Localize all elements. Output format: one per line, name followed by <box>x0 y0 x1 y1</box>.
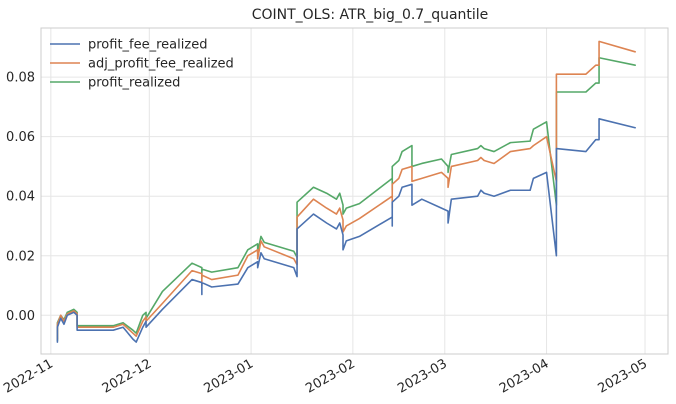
x-axis-ticks: 2022-11 2022-12 2023-01 2023-02 2023-03 2023-… <box>1 356 650 396</box>
x-tick-label: 2023-04 <box>497 356 552 396</box>
x-tick-label: 2023-02 <box>303 356 358 396</box>
x-tick-label: 2022-11 <box>1 356 56 396</box>
x-tick-label: 2022-12 <box>100 356 155 396</box>
y-tick-label: 0.04 <box>6 190 35 205</box>
x-tick-label: 2023-05 <box>595 356 650 396</box>
plot-area-frame <box>40 27 669 355</box>
series-line-adj-profit-fee-realized <box>56 40 636 340</box>
x-tick-label: 2023-03 <box>395 356 450 396</box>
y-tick-label: 0.02 <box>6 249 35 264</box>
series-line-profit-fee-realized <box>56 118 636 343</box>
legend-label: adj_profit_fee_realized <box>88 57 234 72</box>
x-tick-label: 2023-01 <box>202 356 257 396</box>
y-tick-label: 0.08 <box>6 71 35 86</box>
y-axis-ticks: 0.00 0.02 0.04 0.06 0.08 <box>6 71 35 324</box>
legend: profit_fee_realized adj_profit_fee_realiz… <box>50 38 234 91</box>
chart-title: COINT_OLS: ATR_big_0.7_quantile <box>252 7 489 23</box>
y-tick-label: 0.00 <box>6 309 35 324</box>
series-line-profit-realized <box>56 56 636 342</box>
series-lines <box>56 40 636 343</box>
legend-label: profit_fee_realized <box>88 38 207 53</box>
y-tick-label: 0.06 <box>6 130 35 145</box>
legend-label: profit_realized <box>88 76 180 91</box>
